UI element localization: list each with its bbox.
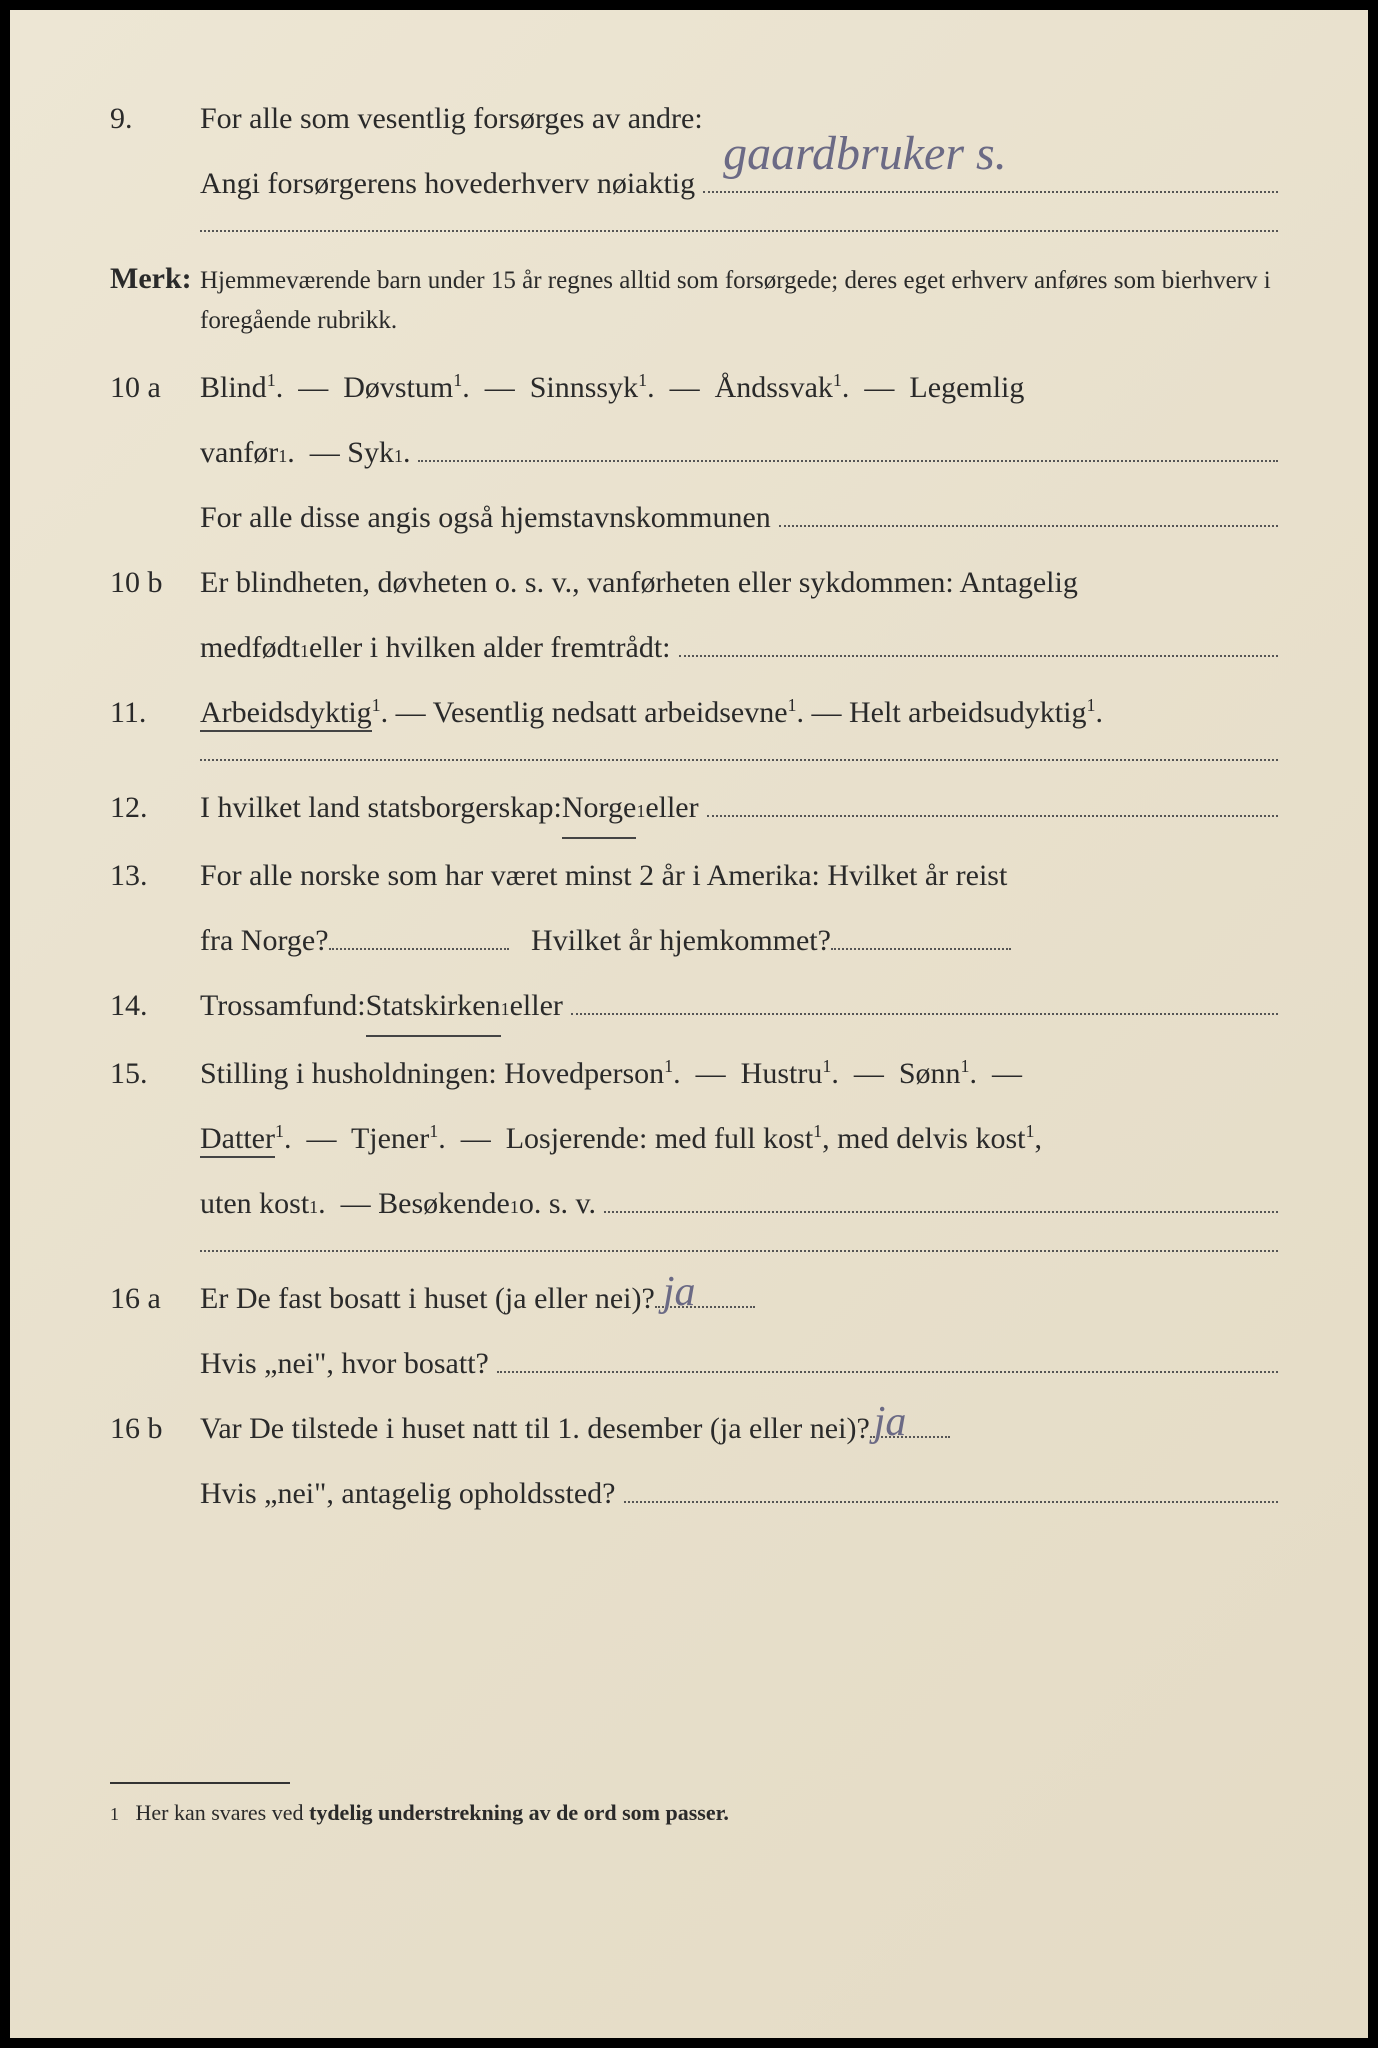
divider <box>200 230 1278 232</box>
question-10b-line2: medfødt1 eller i hvilken alder fremtrådt… <box>110 619 1278 676</box>
footnote-rule <box>110 1782 290 1784</box>
question-10b: 10 b Er blindheten, døvheten o. s. v., v… <box>110 554 1278 611</box>
q16a-answer-handwriting: ja <box>663 1253 696 1333</box>
question-10a: 10 a Blind1. — Døvstum1. — Sinnssyk1. — … <box>110 359 1278 416</box>
blank-line <box>418 432 1278 462</box>
q16a-q: Er De fast bosatt i huset (ja eller nei)… <box>200 1270 655 1327</box>
q15-tjener: Tjener <box>351 1122 429 1155</box>
footnote-text-b: tydelig understrekning av de ord som pas… <box>309 1800 729 1825</box>
q16a-number: 16 a <box>110 1270 200 1327</box>
blank-line <box>497 1343 1278 1373</box>
blank-line <box>831 948 1011 950</box>
footnote-number: 1 <box>110 1804 119 1824</box>
q15-sonn: Sønn <box>899 1057 961 1090</box>
question-15-line2: Datter1. — Tjener1. — Losjerende: med fu… <box>110 1110 1278 1167</box>
q15-datter-underlined: Datter <box>200 1122 275 1158</box>
blank-line <box>779 497 1278 527</box>
merk-label: Merk: <box>110 250 200 307</box>
q10a-dovstum: Døvstum <box>343 371 453 404</box>
q9-number: 9. <box>110 90 200 147</box>
q11-opt2: Vesentlig nedsatt arbeidsevne <box>433 696 788 729</box>
footnote-text-a: Her kan svares ved <box>136 1800 310 1825</box>
q10a-blind: Blind <box>200 371 267 404</box>
q16b-number: 16 b <box>110 1400 200 1457</box>
q15-delvis: med delvis kost <box>837 1122 1025 1155</box>
merk-text: Hjemmeværende barn under 15 år regnes al… <box>200 261 1278 341</box>
q15-losjerende: Losjerende: <box>506 1122 655 1155</box>
q14-number: 14. <box>110 977 200 1034</box>
q16b-answer-handwriting: ja <box>874 1383 907 1463</box>
divider <box>200 1250 1278 1252</box>
document-page: 9. For alle som vesentlig forsørges av a… <box>10 10 1368 2038</box>
question-16b-line2: Hvis „nei", antagelig opholdssted? <box>110 1465 1278 1522</box>
question-13: 13. For alle norske som har været minst … <box>110 847 1278 904</box>
q10b-number: 10 b <box>110 554 200 611</box>
blank-line <box>679 627 1279 657</box>
question-11: 11. Arbeidsdyktig1. — Vesentlig nedsatt … <box>110 684 1278 741</box>
question-14: 14. Trossamfund: Statskirken1 eller <box>110 977 1278 1037</box>
q15-full: med full kost <box>655 1122 813 1155</box>
q10b-eller: eller i hvilken alder fremtrådt: <box>309 619 671 676</box>
q10a-hjemstavn: For alle disse angis også hjemstavnskomm… <box>200 489 771 546</box>
footnote: 1 Her kan svares ved tydelig understrekn… <box>110 1792 1278 1834</box>
question-9-line2: Angi forsørgerens hovederhverv nøiaktig … <box>110 155 1278 212</box>
q12-norge-underlined: Norge <box>562 779 636 839</box>
blank-line <box>329 948 509 950</box>
q11-opt3: Helt arbeidsudyktig <box>849 696 1086 729</box>
question-10a-line2: vanfør1. — Syk1. <box>110 424 1278 481</box>
q9-prompt: Angi forsørgerens hovederhverv nøiaktig <box>200 155 695 212</box>
blank-line <box>624 1473 1279 1503</box>
divider <box>200 759 1278 761</box>
q15-besokende: Besøkende <box>378 1175 510 1232</box>
q9-answer-field: gaardbruker s. <box>703 163 1278 193</box>
blank-line <box>571 985 1278 1015</box>
q14-statskirken-underlined: Statskirken <box>366 977 501 1037</box>
blank-line <box>707 787 1278 817</box>
q11-opt1-underlined: Arbeidsdyktig <box>200 696 372 732</box>
q9-answer-handwriting: gaardbruker s. <box>723 108 1007 199</box>
question-16a-line2: Hvis „nei", hvor bosatt? <box>110 1335 1278 1392</box>
q10a-number: 10 a <box>110 359 200 416</box>
q10b-medfodt: medfødt <box>200 619 300 676</box>
q14-text: Trossamfund: <box>200 977 366 1034</box>
q15-hustru: Hustru <box>741 1057 823 1090</box>
q13-line1: For alle norske som har været minst 2 år… <box>200 847 1278 904</box>
q16b-q: Var De tilstede i huset natt til 1. dese… <box>200 1400 870 1457</box>
q10a-andssvak: Åndssvak <box>715 371 833 404</box>
q15-number: 15. <box>110 1045 200 1102</box>
q13-hjemkommet: Hvilket år hjemkommet? <box>531 912 831 969</box>
q12-eller: eller <box>645 779 698 836</box>
q12-text: I hvilket land statsborgerskap: <box>200 779 562 836</box>
question-12: 12. I hvilket land statsborgerskap: Norg… <box>110 779 1278 839</box>
q10b-line1: Er blindheten, døvheten o. s. v., vanfør… <box>200 554 1278 611</box>
q10a-legemlig: Legemlig <box>909 371 1024 404</box>
question-16a: 16 a Er De fast bosatt i huset (ja eller… <box>110 1270 1278 1327</box>
merk-note: Merk: Hjemmeværende barn under 15 år reg… <box>110 250 1278 341</box>
q10a-syk: Syk <box>347 424 394 481</box>
q15-hovedperson: Hovedperson <box>504 1057 664 1090</box>
q13-fra-norge: fra Norge? <box>200 912 329 969</box>
q13-number: 13. <box>110 847 200 904</box>
q15-uten: uten kost <box>200 1175 309 1232</box>
q12-number: 12. <box>110 779 200 836</box>
blank-line <box>604 1183 1278 1213</box>
question-10a-line3: For alle disse angis også hjemstavnskomm… <box>110 489 1278 546</box>
q14-eller: eller <box>510 977 563 1034</box>
q16a-hvis-nei: Hvis „nei", hvor bosatt? <box>200 1335 489 1392</box>
q10a-sinnssyk: Sinnssyk <box>530 371 638 404</box>
question-15-line3: uten kost1. — Besøkende1 o. s. v. <box>110 1175 1278 1232</box>
question-9: 9. For alle som vesentlig forsørges av a… <box>110 90 1278 147</box>
q16b-hvis-nei: Hvis „nei", antagelig opholdssted? <box>200 1465 616 1522</box>
q15-text: Stilling i husholdningen: <box>200 1057 504 1090</box>
q15-osv: o. s. v. <box>519 1175 596 1232</box>
q11-number: 11. <box>110 684 200 741</box>
question-13-line2: fra Norge? Hvilket år hjemkommet? <box>110 912 1278 969</box>
question-16b: 16 b Var De tilstede i huset natt til 1.… <box>110 1400 1278 1457</box>
question-15: 15. Stilling i husholdningen: Hovedperso… <box>110 1045 1278 1102</box>
q10a-vanfor: vanfør <box>200 424 278 481</box>
